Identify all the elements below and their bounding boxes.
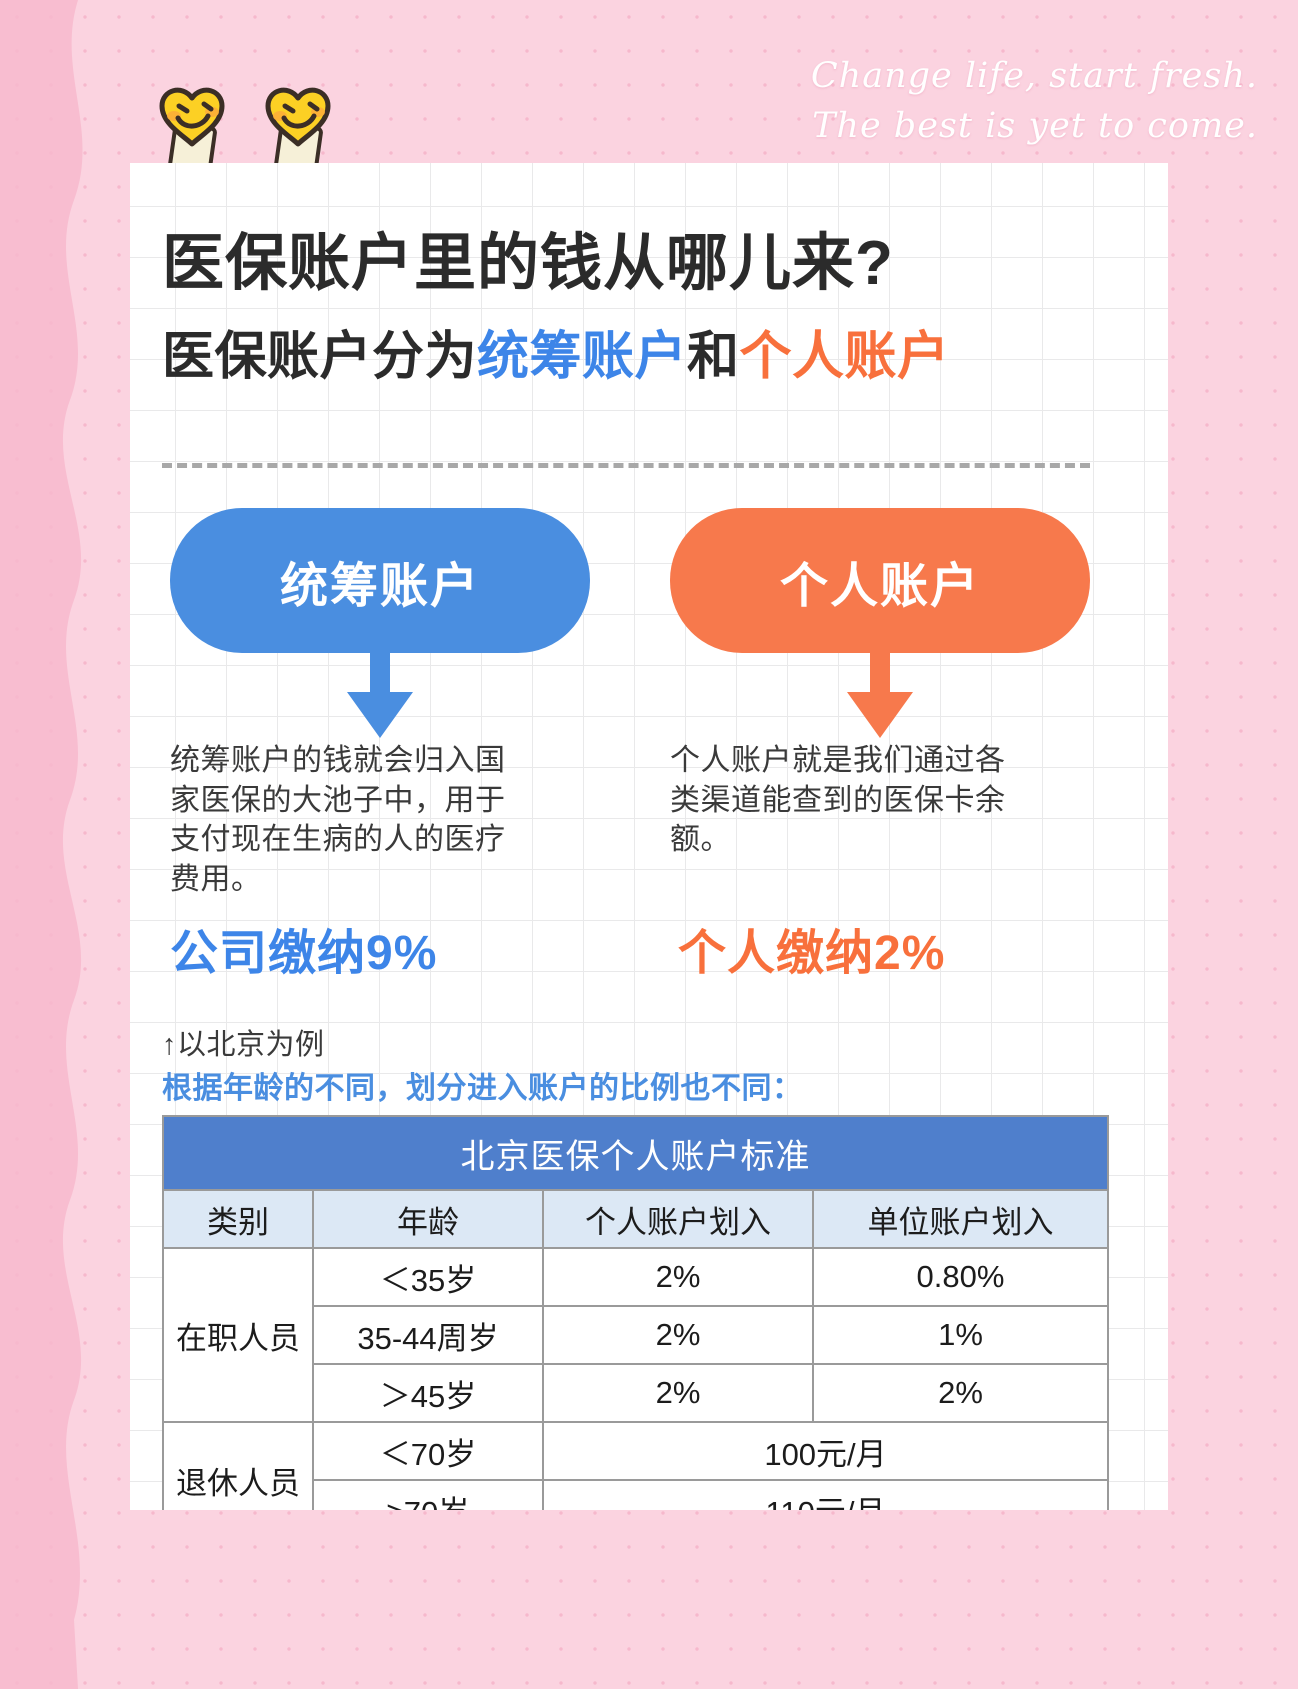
script-line-2: The best is yet to come.	[812, 105, 1258, 146]
table-title: 北京医保个人账户标准	[162, 1115, 1109, 1191]
cell-age: ＜70岁	[312, 1421, 544, 1481]
table-header-row: 类别 年龄 个人账户划入 单位账户划入	[162, 1189, 1109, 1249]
personal-account-description: 个人账户就是我们通过各类渠道能查到的医保卡余额。	[670, 744, 1006, 857]
pooled-account-pill-label: 统筹账户	[279, 559, 480, 613]
subtitle-personal-account: 个人账户	[739, 328, 950, 386]
subtitle-pooled-account: 统筹账户	[477, 328, 688, 386]
divider	[162, 463, 1090, 468]
cell-category-retired: 退休人员	[162, 1421, 314, 1510]
cell-personal: 2%	[542, 1305, 814, 1365]
cell-age: 35-44周岁	[312, 1305, 544, 1365]
table-row: 35-44周岁 2% 1%	[163, 1305, 1109, 1365]
personal-account-pill[interactable]: 个人账户	[670, 508, 1090, 653]
subtitle-prefix: 医保账户分为	[162, 328, 478, 386]
cell-age: ≥70岁	[312, 1479, 544, 1510]
cell-merged-amount: 110元/月	[542, 1479, 1109, 1510]
content-card: 医保账户里的钱从哪儿来? 医保账户分为统筹账户和个人账户 统筹账户 个人账户 统…	[130, 163, 1168, 1510]
script-line-1: Change life, start fresh.	[810, 56, 1258, 96]
col-header-unit: 单位账户划入	[812, 1189, 1109, 1249]
cell-category-employed: 在职人员	[162, 1247, 314, 1423]
age-ratio-note: 根据年龄的不同，划分进入账户的比例也不同：	[162, 1072, 803, 1105]
header-script-text: Change life, start fresh. The best is ye…	[811, 52, 1258, 151]
col-header-age: 年龄	[312, 1189, 544, 1249]
table-row: 退休人员 ＜70岁 100元/月	[162, 1421, 1109, 1510]
subtitle-conjunction: 和	[687, 328, 740, 386]
standards-table-wrap: 北京医保个人账户标准 类别 年龄 个人账户划入 单位账户划入 在职人员 ＜35岁…	[162, 1115, 1109, 1510]
heart-smiley-icon	[150, 78, 360, 173]
page-title: 医保账户里的钱从哪儿来?	[162, 229, 894, 298]
beijing-medical-account-table: 北京医保个人账户标准 类别 年龄 个人账户划入 单位账户划入 在职人员 ＜35岁…	[162, 1115, 1109, 1510]
cell-unit: 0.80%	[812, 1247, 1109, 1307]
col-header-personal: 个人账户划入	[542, 1189, 814, 1249]
cell-merged-amount: 100元/月	[542, 1421, 1109, 1481]
down-arrow-icon-orange	[843, 650, 917, 740]
pooled-account-description: 统筹账户的钱就会归入国家医保的大池子中，用于支付现在生病的人的医疗费用。	[170, 744, 506, 896]
table-row: ＞45岁 2% 2%	[163, 1363, 1109, 1423]
pooled-account-pill[interactable]: 统筹账户	[170, 508, 590, 653]
personal-account-pill-label: 个人账户	[779, 559, 980, 613]
poster-header: Change life, start fresh. The best is ye…	[0, 0, 1298, 173]
table-row: ≥70岁 110元/月	[163, 1479, 1109, 1510]
cell-unit: 1%	[812, 1305, 1109, 1365]
cell-age: ＜35岁	[312, 1247, 544, 1307]
down-arrow-icon-blue	[343, 650, 417, 740]
table-title-row: 北京医保个人账户标准	[162, 1115, 1109, 1191]
cell-age: ＞45岁	[312, 1363, 544, 1423]
company-contribution-text: 公司缴纳9%	[170, 927, 438, 980]
cell-personal: 2%	[542, 1247, 814, 1307]
wavy-edge-decoration	[0, 0, 130, 1689]
col-header-category: 类别	[162, 1189, 314, 1249]
beijing-example-note: ↑以北京为例	[162, 1029, 325, 1061]
table-row: 在职人员 ＜35岁 2% 0.80%	[162, 1247, 1109, 1423]
cell-unit: 2%	[812, 1363, 1109, 1423]
individual-contribution-text: 个人缴纳2%	[678, 927, 946, 980]
subtitle: 医保账户分为统筹账户和个人账户	[162, 331, 950, 383]
cell-personal: 2%	[542, 1363, 814, 1423]
